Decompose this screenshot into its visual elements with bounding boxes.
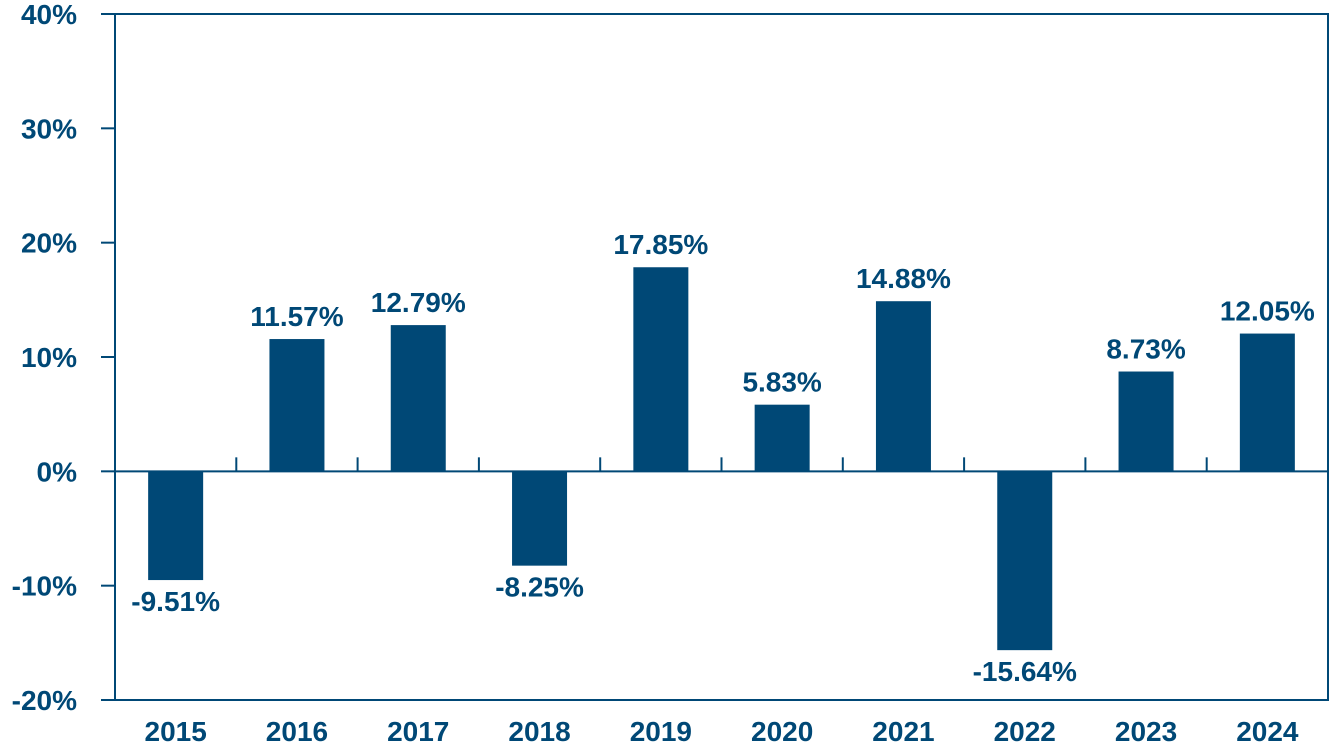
y-tick-label: -20%	[12, 685, 77, 716]
bar-2022	[997, 471, 1053, 651]
data-label-2016: 11.57%	[250, 301, 344, 332]
x-category-label: 2018	[508, 716, 570, 743]
bar-2020	[754, 404, 810, 472]
bar-2016	[269, 339, 325, 472]
data-label-2015: -9.51%	[131, 586, 220, 617]
data-labels-group: -9.51% 11.57% 12.79% -8.25% 17.85% 5.83% 14.88…	[131, 229, 1315, 687]
bar-2015	[148, 471, 204, 581]
x-category-label: 2017	[387, 716, 449, 743]
y-tick-label: -10%	[12, 571, 77, 602]
x-category-label: 2015	[145, 716, 207, 743]
bar-2019	[633, 267, 689, 472]
bar-2017	[390, 325, 446, 472]
bar-2021	[875, 301, 931, 472]
x-axis: 2015 2016 2017 2018 2019 2020 2021 2022 2023 2024	[145, 716, 1299, 743]
data-label-2021: 14.88%	[856, 263, 951, 294]
x-category-label: 2022	[994, 716, 1056, 743]
x-category-label: 2019	[630, 716, 692, 743]
y-tick-label: 20%	[21, 228, 77, 259]
bar-2018	[512, 471, 568, 566]
data-label-2022: -15.64%	[973, 656, 1077, 687]
data-label-2018: -8.25%	[495, 572, 584, 603]
x-category-label: 2023	[1115, 716, 1177, 743]
data-label-2017: 12.79%	[371, 287, 466, 318]
x-category-label: 2020	[751, 716, 813, 743]
x-category-label: 2024	[1236, 716, 1299, 743]
x-category-label: 2021	[872, 716, 934, 743]
y-tick-label: 0%	[37, 456, 78, 487]
y-axis: 40% 30% 20% 10% 0% -10% -20%	[12, 0, 115, 716]
data-label-2024: 12.05%	[1220, 296, 1315, 327]
y-tick-label: 30%	[21, 113, 77, 144]
bars-group	[148, 267, 1295, 651]
bar-2024	[1239, 333, 1295, 472]
y-tick-label: 10%	[21, 342, 77, 373]
bar-2023	[1118, 371, 1174, 472]
x-category-label: 2016	[266, 716, 328, 743]
data-label-2020: 5.83%	[742, 367, 821, 398]
data-label-2019: 17.85%	[613, 229, 708, 260]
data-label-2023: 8.73%	[1106, 334, 1185, 365]
zero-baseline	[115, 457, 1328, 473]
y-tick-label: 40%	[21, 0, 77, 30]
